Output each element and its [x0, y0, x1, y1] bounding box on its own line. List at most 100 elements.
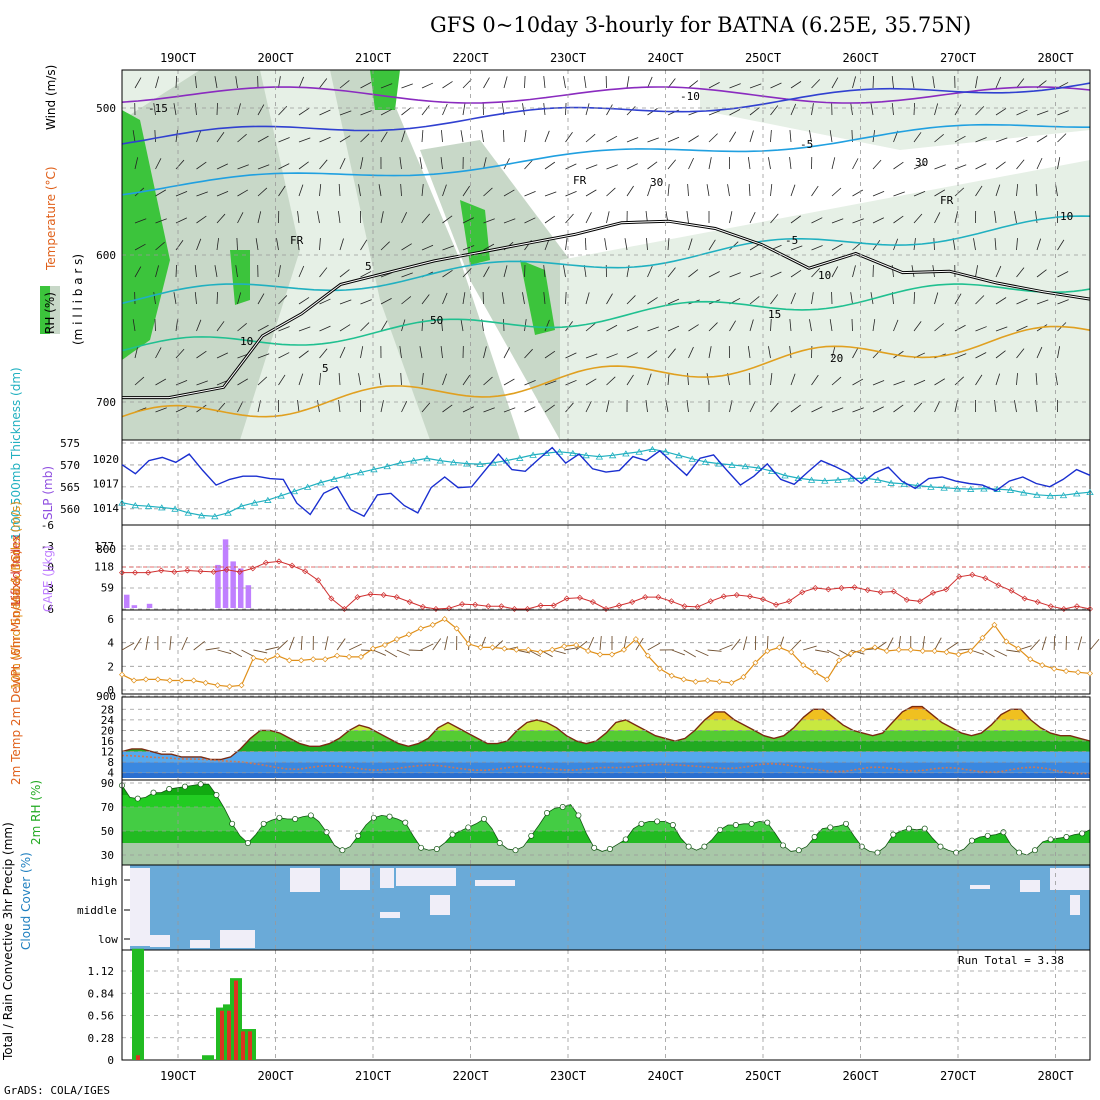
li-point — [210, 568, 217, 575]
profile-wind-barb — [338, 184, 341, 197]
profile-wind-barb — [399, 157, 402, 170]
li-point — [341, 606, 348, 612]
wind10m-barb — [444, 636, 448, 651]
li-point — [903, 596, 910, 603]
cloud-gap — [340, 868, 370, 890]
profile-wind-barb — [257, 211, 262, 224]
panel-wind10m: 6 4 2 0 — [107, 609, 1100, 697]
profile-wind-barb — [667, 136, 680, 143]
temp-y-tick: 12 — [101, 746, 114, 759]
cape-bar — [238, 568, 244, 608]
wind10m-point — [166, 677, 173, 684]
profile-wind-barb — [257, 324, 269, 332]
x-tick-top: 23OCT — [550, 51, 586, 65]
chart-title: GFS 0~10day 3-hourly for BATNA (6.25E, 3… — [430, 13, 971, 37]
profile-wind-barb — [214, 265, 218, 278]
profile-wind-barb — [789, 157, 792, 170]
thickness-point — [224, 509, 232, 516]
wind10m-point — [1015, 645, 1022, 652]
profile-wind-barb — [483, 187, 493, 197]
profile-wind-barb — [421, 373, 424, 386]
profile-wind-barb — [503, 265, 508, 278]
profile-wind-barb — [749, 296, 760, 305]
li-point — [459, 601, 466, 608]
rh-point — [685, 843, 692, 850]
wind10m-barb — [874, 641, 887, 651]
li-point — [1073, 603, 1080, 610]
wind10m-barb — [1053, 635, 1056, 651]
profile-wind-barb — [749, 107, 760, 116]
profile-wind-barb — [667, 298, 680, 305]
temp-y-tick: 28 — [101, 703, 114, 716]
profile-wind-barb — [584, 237, 587, 251]
rh-point — [197, 781, 204, 788]
wind10m-barb — [803, 645, 817, 651]
thickness-point — [728, 461, 736, 468]
profile-wind-barb — [543, 265, 546, 278]
profile-wind-barb — [954, 324, 966, 332]
profile-wind-barb — [237, 212, 244, 224]
profile-wind-barb — [626, 295, 636, 305]
profile-wind-barb — [647, 184, 652, 197]
profile-wind-barb — [257, 135, 269, 143]
wind10m-point — [991, 621, 998, 628]
wind10m-point — [334, 652, 341, 659]
cape-bar — [245, 585, 252, 608]
wind-y-tick: 4 — [107, 637, 114, 650]
cloud-high-label: high — [91, 875, 118, 888]
profile-wind-barb — [749, 319, 754, 332]
wind10m-point — [358, 653, 365, 660]
profile-wind-barb — [934, 378, 945, 386]
profile-wind-barb — [893, 319, 899, 332]
temp-y-tick: 16 — [101, 735, 114, 748]
wind10m-point — [537, 649, 544, 656]
wind-y-tick: 2 — [107, 660, 114, 673]
wind10m-barb — [946, 641, 959, 651]
isotherm-label: FR — [940, 194, 954, 207]
thickness-point — [874, 476, 882, 483]
profile-wind-barb — [278, 295, 288, 305]
wind10m-point — [501, 645, 508, 652]
profile-wind-barb — [524, 159, 533, 170]
li-point — [302, 568, 309, 575]
cloud-low-label: low — [98, 933, 118, 946]
profile-wind-barb — [1057, 157, 1061, 170]
profile-wind-barb — [852, 189, 864, 197]
x-tick-bottom: 27OCT — [940, 1069, 976, 1083]
profile-wind-barb — [524, 191, 536, 197]
profile-wind-barb — [872, 217, 884, 224]
profile-wind-barb — [522, 103, 525, 116]
profile-wind-barb — [973, 238, 976, 251]
thickness-point — [595, 453, 604, 460]
thickness-point — [622, 450, 630, 457]
profile-wind-barb — [1035, 211, 1038, 224]
thickness-point — [569, 449, 577, 456]
profile-wind-barb — [770, 184, 773, 197]
li-point — [603, 606, 609, 612]
profile-wind-barb — [913, 102, 915, 116]
profile-wind-barb — [995, 297, 1007, 305]
cloud-gap — [130, 868, 150, 946]
thickness-point — [701, 458, 710, 465]
rh-line — [121, 783, 1091, 856]
wind10m-point — [226, 683, 233, 690]
thickness-point — [1086, 488, 1094, 496]
x-tick-bottom: 19OCT — [160, 1069, 196, 1083]
thickness-point — [476, 460, 484, 467]
profile-wind-barb — [400, 372, 402, 386]
li-point — [694, 603, 701, 610]
profile-wind-barb — [339, 80, 350, 89]
profile-wind-barb — [749, 401, 756, 413]
wind10m-point — [178, 677, 185, 684]
wind10m-point — [692, 678, 699, 685]
rh2m-label: 2m RH (%) — [29, 780, 43, 845]
slp-y-tick: 1017 — [93, 478, 120, 491]
profile-wind-barb — [811, 406, 823, 413]
profile-wind-barb — [850, 292, 853, 305]
li-point — [393, 594, 400, 601]
wind10m-barb — [886, 637, 894, 651]
thickness-point — [847, 475, 856, 482]
rh-shade — [460, 200, 490, 265]
cloud-gap — [380, 912, 400, 918]
profile-wind-barb — [297, 238, 300, 251]
